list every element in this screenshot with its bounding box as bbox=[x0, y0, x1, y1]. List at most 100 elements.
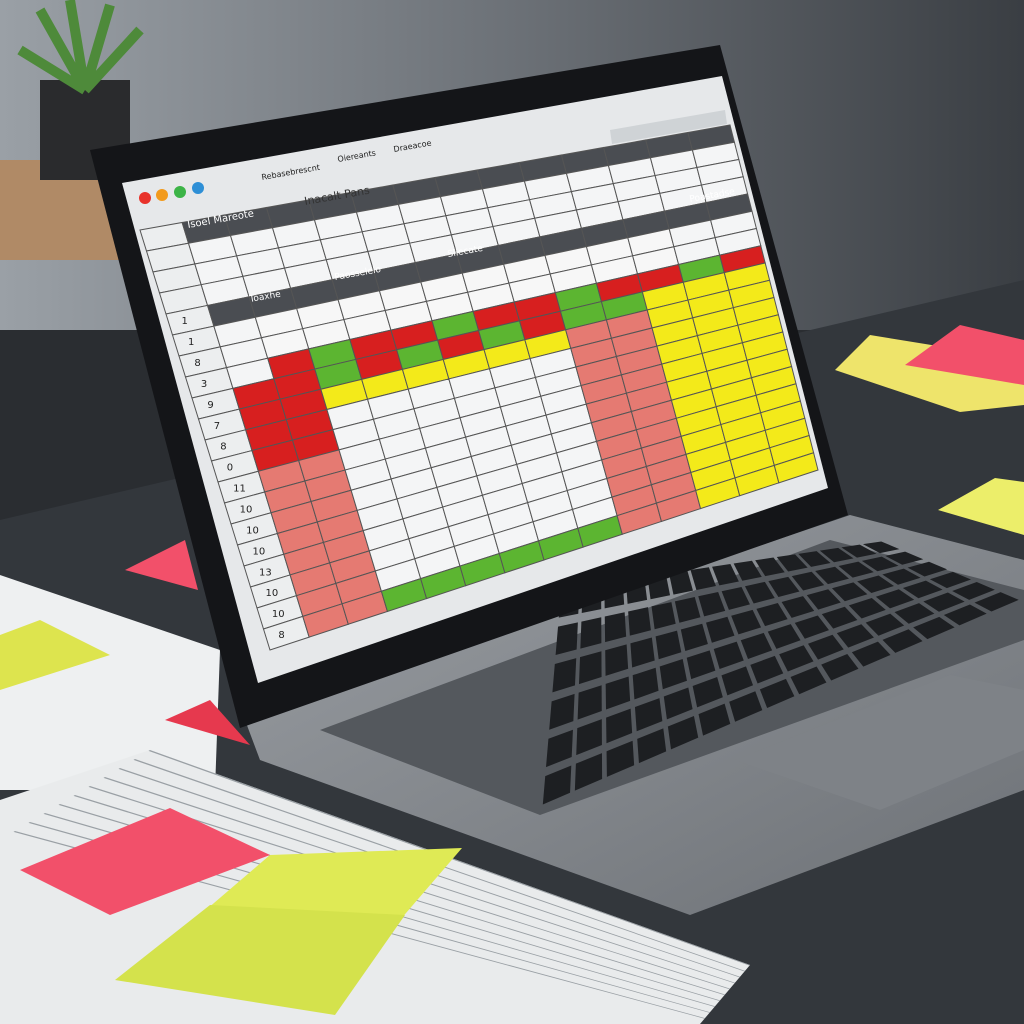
key[interactable] bbox=[630, 637, 655, 668]
key[interactable] bbox=[952, 581, 995, 600]
key[interactable] bbox=[882, 568, 921, 585]
key[interactable] bbox=[798, 551, 831, 567]
key[interactable] bbox=[851, 641, 891, 667]
key[interactable] bbox=[604, 612, 627, 643]
key[interactable] bbox=[721, 586, 750, 610]
key[interactable] bbox=[841, 544, 877, 558]
key[interactable] bbox=[578, 651, 602, 685]
key[interactable] bbox=[659, 659, 687, 690]
key[interactable] bbox=[580, 617, 602, 649]
key[interactable] bbox=[712, 563, 739, 586]
key[interactable] bbox=[943, 604, 987, 626]
key[interactable] bbox=[680, 623, 708, 651]
search-box[interactable] bbox=[610, 110, 727, 144]
key[interactable] bbox=[651, 602, 676, 630]
key[interactable] bbox=[923, 592, 965, 612]
key[interactable] bbox=[634, 698, 663, 732]
key[interactable] bbox=[546, 729, 573, 768]
key[interactable] bbox=[836, 624, 874, 648]
key[interactable] bbox=[663, 687, 693, 720]
window-control-red[interactable] bbox=[139, 192, 151, 204]
key[interactable] bbox=[574, 753, 603, 791]
window-control-green[interactable] bbox=[174, 186, 186, 198]
key[interactable] bbox=[759, 678, 795, 709]
key[interactable] bbox=[907, 561, 948, 577]
key[interactable] bbox=[790, 666, 827, 695]
key[interactable] bbox=[721, 666, 754, 696]
key[interactable] bbox=[733, 560, 762, 581]
window-control-blue[interactable] bbox=[192, 182, 204, 194]
sticky-note bbox=[20, 808, 270, 915]
key[interactable] bbox=[690, 567, 716, 590]
key[interactable] bbox=[848, 598, 886, 619]
key[interactable] bbox=[781, 596, 815, 618]
key[interactable] bbox=[637, 728, 667, 764]
key[interactable] bbox=[756, 603, 788, 627]
key[interactable] bbox=[779, 645, 814, 672]
key[interactable] bbox=[902, 580, 943, 599]
key[interactable] bbox=[791, 571, 825, 591]
trackpad[interactable] bbox=[735, 675, 1024, 810]
key[interactable] bbox=[862, 541, 900, 554]
key[interactable] bbox=[692, 676, 723, 708]
key[interactable] bbox=[606, 708, 633, 744]
key[interactable] bbox=[555, 622, 578, 656]
key[interactable] bbox=[882, 629, 923, 653]
key[interactable] bbox=[731, 609, 762, 635]
key[interactable] bbox=[713, 641, 744, 670]
key[interactable] bbox=[745, 581, 775, 604]
key[interactable] bbox=[605, 644, 629, 676]
row-number: 8 bbox=[278, 630, 284, 641]
key[interactable] bbox=[929, 571, 971, 589]
key[interactable] bbox=[698, 703, 731, 736]
key[interactable] bbox=[668, 570, 693, 595]
key[interactable] bbox=[838, 561, 874, 578]
row-number: 8 bbox=[220, 442, 226, 453]
key[interactable] bbox=[821, 654, 859, 681]
key[interactable] bbox=[865, 613, 905, 636]
key[interactable] bbox=[552, 658, 577, 693]
key[interactable] bbox=[768, 576, 800, 597]
key[interactable] bbox=[857, 575, 894, 594]
key[interactable] bbox=[667, 715, 699, 750]
key[interactable] bbox=[750, 655, 784, 684]
key[interactable] bbox=[698, 592, 726, 617]
key[interactable] bbox=[831, 582, 868, 602]
key[interactable] bbox=[606, 740, 635, 777]
key[interactable] bbox=[819, 547, 854, 563]
cell[interactable] bbox=[773, 452, 819, 484]
key[interactable] bbox=[974, 592, 1019, 612]
key[interactable] bbox=[821, 606, 858, 629]
key[interactable] bbox=[776, 554, 808, 572]
keyboard[interactable] bbox=[542, 541, 1019, 805]
key[interactable] bbox=[674, 597, 701, 623]
key[interactable] bbox=[806, 589, 841, 610]
key[interactable] bbox=[807, 634, 844, 660]
key[interactable] bbox=[861, 556, 899, 572]
key[interactable] bbox=[875, 589, 915, 609]
plant bbox=[17, 0, 144, 95]
key[interactable] bbox=[913, 616, 955, 640]
sticky-note bbox=[938, 478, 1024, 535]
key[interactable] bbox=[740, 632, 773, 659]
key[interactable] bbox=[815, 566, 849, 585]
key[interactable] bbox=[729, 691, 763, 722]
key[interactable] bbox=[655, 630, 682, 660]
key[interactable] bbox=[686, 650, 716, 680]
key[interactable] bbox=[549, 693, 575, 730]
key[interactable] bbox=[577, 685, 602, 720]
key[interactable] bbox=[706, 616, 735, 643]
window-control-orange[interactable] bbox=[156, 189, 168, 201]
key[interactable] bbox=[542, 765, 572, 805]
key[interactable] bbox=[794, 615, 829, 639]
key[interactable] bbox=[576, 719, 602, 756]
row-number: 10 bbox=[240, 504, 253, 515]
key[interactable] bbox=[755, 557, 785, 577]
key[interactable] bbox=[767, 624, 801, 649]
spreadsheet-grid[interactable] bbox=[139, 124, 819, 651]
key[interactable] bbox=[894, 603, 935, 624]
key[interactable] bbox=[632, 667, 659, 700]
key[interactable] bbox=[885, 551, 924, 565]
key[interactable] bbox=[628, 607, 651, 636]
key[interactable] bbox=[605, 676, 631, 710]
